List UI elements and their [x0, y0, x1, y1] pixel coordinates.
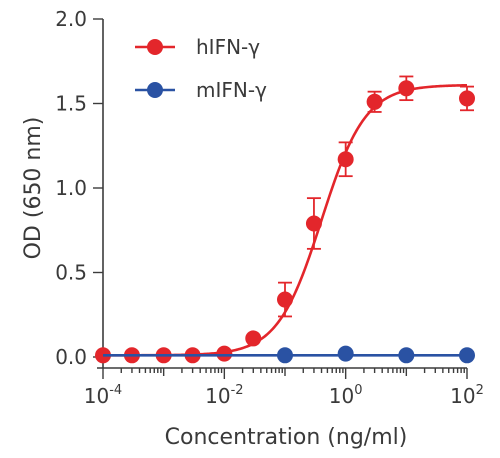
x-axis-title: Concentration (ng/ml): [165, 425, 408, 450]
hifn-legend-label: hIFN-γ: [196, 35, 260, 59]
mifn-point: [398, 347, 415, 364]
y-axis-title: OD (650 nm): [21, 117, 46, 260]
hifn-legend-marker: [147, 39, 163, 55]
hifn-point: [459, 90, 475, 107]
mifn-point: [459, 347, 475, 364]
series-layer: [95, 75, 475, 364]
y-tick-label: 1.0: [55, 176, 87, 200]
x-tick-exponent: -4: [109, 383, 122, 398]
hifn-point: [305, 215, 322, 232]
legend: hIFN-γ mIFN-γ: [135, 35, 267, 102]
y-tick-label: 0.0: [55, 345, 87, 369]
hifn-point: [398, 80, 415, 97]
x-tick-base: 10: [205, 384, 230, 408]
x-tick-exponent: 2: [476, 383, 484, 398]
mifn-point: [277, 347, 293, 364]
y-tick-labels: 0.0 0.5 1.0 1.5 2.0: [55, 7, 87, 369]
y-tick-label: 2.0: [55, 7, 87, 31]
x-tick-base: 10: [450, 384, 475, 408]
axes: [93, 18, 468, 379]
x-tick-label: 10-2: [205, 383, 243, 408]
mifn-legend-marker: [147, 82, 163, 98]
x-tick-exponent: -2: [231, 383, 244, 398]
hifn-point: [277, 291, 293, 308]
mifn-legend-label: mIFN-γ: [196, 78, 267, 102]
x-tick-exponent: 0: [354, 383, 362, 398]
hifn-point: [216, 345, 233, 362]
x-tick-label: 102: [450, 383, 484, 408]
hifn-point: [366, 93, 383, 110]
hifn-point: [337, 151, 354, 168]
x-tick-labels: 10-4 10-2 100 102: [84, 383, 484, 408]
hifn-point: [245, 330, 262, 347]
x-tick-base: 10: [84, 384, 109, 408]
y-tick-label: 1.5: [55, 92, 87, 116]
x-tick-label: 10-4: [84, 383, 122, 408]
x-tick-base: 10: [329, 384, 354, 408]
x-tick-label: 100: [329, 383, 363, 408]
y-tick-label: 0.5: [55, 261, 87, 285]
mifn-point: [337, 345, 354, 362]
